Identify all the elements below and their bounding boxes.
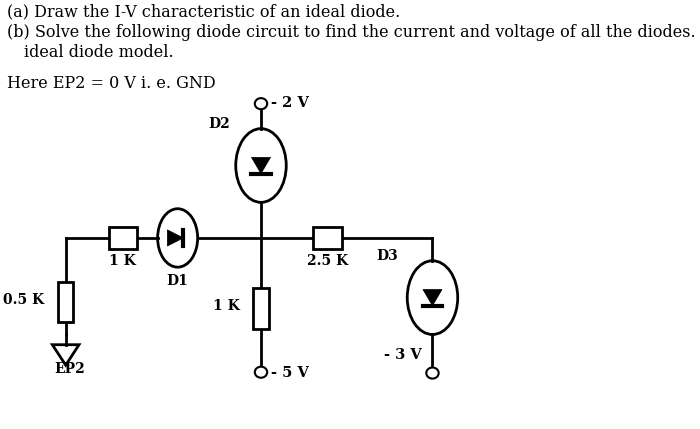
Text: 1 K: 1 K	[109, 254, 136, 268]
Text: D1: D1	[167, 274, 188, 287]
Circle shape	[255, 367, 267, 378]
Bar	[108, 227, 137, 248]
Text: ideal diode model.: ideal diode model.	[25, 44, 174, 60]
Text: Here EP2 = 0 V i. e. GND: Here EP2 = 0 V i. e. GND	[7, 75, 216, 92]
Bar	[58, 281, 74, 322]
Text: D3: D3	[377, 250, 398, 263]
Polygon shape	[423, 290, 442, 306]
Text: - 5 V: - 5 V	[272, 366, 309, 381]
Text: EP2: EP2	[54, 362, 85, 376]
Text: 2.5 K: 2.5 K	[307, 254, 349, 268]
Text: (a) Draw the I-V characteristic of an ideal diode.: (a) Draw the I-V characteristic of an id…	[7, 3, 400, 21]
Bar	[314, 227, 342, 248]
Text: 0.5 K: 0.5 K	[3, 293, 44, 307]
Text: - 2 V: - 2 V	[272, 96, 309, 110]
Bar	[253, 288, 269, 329]
Text: (b) Solve the following diode circuit to find the current and voltage of all the: (b) Solve the following diode circuit to…	[7, 24, 700, 41]
Polygon shape	[251, 157, 270, 174]
Polygon shape	[167, 230, 183, 246]
Text: - 3 V: - 3 V	[384, 348, 422, 363]
Circle shape	[255, 98, 267, 109]
Circle shape	[426, 368, 439, 379]
Text: D2: D2	[209, 118, 230, 131]
Text: 1 K: 1 K	[213, 299, 239, 313]
